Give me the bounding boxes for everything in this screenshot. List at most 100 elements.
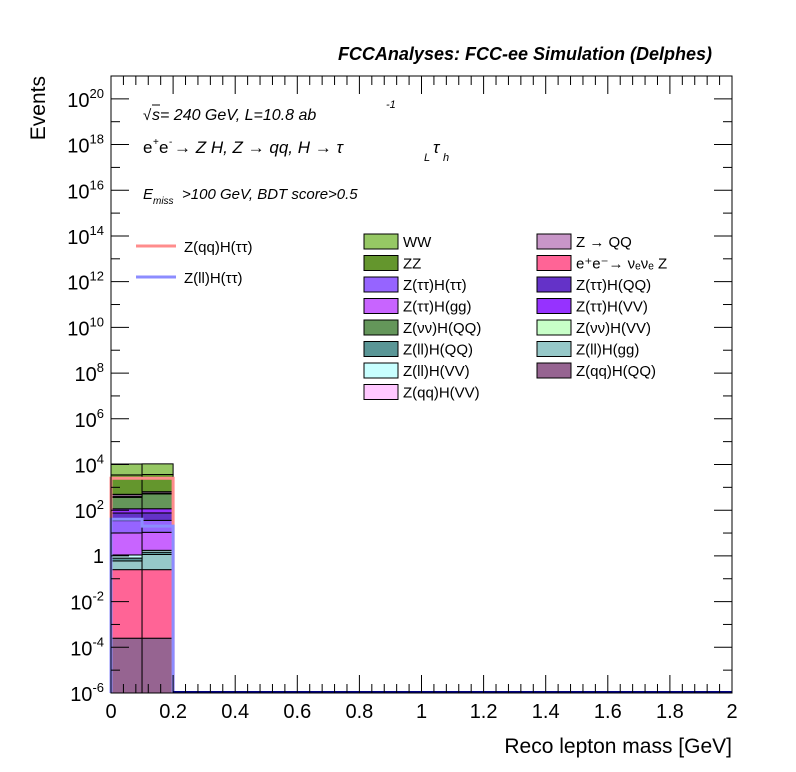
bar-2-bin-0 bbox=[110, 560, 143, 571]
legend-label: Z(ττ)H(QQ) bbox=[576, 277, 651, 294]
y-tick-label: 10-6 bbox=[70, 680, 104, 706]
bar-2-bin-1 bbox=[141, 554, 174, 571]
y-tick-label: 1018 bbox=[67, 132, 104, 158]
y-axis-label: Events bbox=[27, 76, 50, 140]
legend-swatch-z-h-qq bbox=[536, 276, 572, 293]
legend-swatch-zz bbox=[363, 255, 399, 271]
x-tick-label: 0 bbox=[105, 701, 116, 723]
legend-swatch-z-qq-h-qq bbox=[536, 362, 572, 379]
process-minus: - bbox=[169, 137, 172, 148]
legend: Z(qq)H(ττ) Z(ll)H(ττ) WW ZZ Z(ττ)H(ττ) Z(ττ)H… bbox=[136, 233, 667, 402]
legend-label: Z(νν)H(QQ) bbox=[403, 320, 481, 337]
legend-swatch-z-qq bbox=[536, 233, 572, 250]
legend-label: Z(qq)H(QQ) bbox=[576, 363, 656, 380]
y-tick-label: 10-4 bbox=[70, 634, 104, 660]
process-plus: + bbox=[153, 137, 159, 148]
y-tick-label: 10-2 bbox=[70, 589, 104, 615]
x-tick-label: 2 bbox=[726, 701, 737, 723]
legend-label: Z(ll)H(ττ) bbox=[184, 270, 243, 287]
x-tick-label: 0.2 bbox=[159, 701, 187, 723]
legend-swatch-z-ll-h-vv bbox=[363, 362, 399, 379]
x-tick-label: 1.4 bbox=[532, 701, 560, 723]
x-tick-label: 0.8 bbox=[345, 701, 373, 723]
y-tick-label: 108 bbox=[75, 360, 104, 386]
y-tick-labels: 1020 1018 1016 1014 1012 1010 108 106 104 102 1 10-… bbox=[67, 86, 104, 706]
legend-label: Z(qq)H(VV) bbox=[403, 385, 480, 402]
sqrt-symbol: √ bbox=[143, 107, 152, 124]
legend-label: WW bbox=[403, 234, 432, 251]
y-tick-label: 1010 bbox=[67, 314, 104, 340]
bar-5-bin-0 bbox=[110, 532, 143, 556]
legend-label: Z(ll)H(gg) bbox=[576, 342, 639, 359]
legend-label: Z(ττ)H(gg) bbox=[403, 299, 472, 316]
x-tick-label: 1.2 bbox=[470, 701, 498, 723]
legend-swatch-z-qq-h-vv bbox=[363, 384, 399, 400]
y-tick-label: 1016 bbox=[67, 177, 104, 203]
y-tick-label: 1014 bbox=[67, 223, 104, 249]
sqrt-s: s bbox=[152, 107, 160, 124]
signal-lines bbox=[109, 476, 732, 693]
annotation-energy-lumi: √ s = 240 GeV, L=10.8 ab -1 bbox=[143, 99, 396, 124]
y-tick-label: 1 bbox=[93, 546, 104, 568]
tau-l-sub: L bbox=[424, 152, 430, 164]
bar-14-bin-1 bbox=[141, 463, 174, 475]
cut-sub: miss bbox=[153, 196, 174, 207]
lumi-exponent: -1 bbox=[386, 99, 396, 111]
tau-h-sub: h bbox=[443, 152, 449, 164]
bar-0-bin-1 bbox=[141, 637, 174, 694]
legend-label: Z(ll)H(QQ) bbox=[403, 342, 473, 359]
legend-label: Z(ll)H(VV) bbox=[403, 363, 470, 380]
bar-9-bin-0 bbox=[110, 496, 143, 510]
legend-swatch-z-ll-h-gg bbox=[536, 341, 572, 357]
cut-e: E bbox=[143, 186, 154, 203]
legend-swatch-z-h-gg bbox=[363, 298, 399, 314]
bar-9-bin-1 bbox=[141, 493, 174, 510]
y-tick-label: 1012 bbox=[67, 269, 104, 295]
legend-label: Z(ττ)H(ττ) bbox=[403, 277, 467, 294]
y-tick-label: 106 bbox=[75, 406, 104, 432]
legend-swatch-z-h bbox=[363, 276, 399, 293]
energy-lumi-text: = 240 GeV, L=10.8 ab bbox=[160, 107, 316, 124]
x-tick-label: 1.8 bbox=[656, 701, 684, 723]
bar-5-bin-1 bbox=[141, 531, 174, 551]
annotation-process: e + e - → Z H, Z → qq, H → τ L τ h bbox=[143, 137, 449, 164]
legend-label: Z(ττ)H(VV) bbox=[576, 299, 648, 316]
legend-label: ZZ bbox=[403, 256, 421, 273]
legend-swatch-z-ll-h-qq bbox=[363, 341, 399, 357]
process-e1: e bbox=[143, 138, 152, 157]
bar-8-bin-1 bbox=[141, 508, 174, 514]
x-tick-label: 0.4 bbox=[221, 701, 249, 723]
x-tick-label: 1.6 bbox=[594, 701, 622, 723]
x-tick-label: 1 bbox=[416, 701, 427, 723]
legend-swatch-z-h-vv bbox=[536, 319, 572, 336]
bar-6-bin-0 bbox=[110, 520, 143, 534]
bar-1-bin-0 bbox=[110, 569, 143, 639]
legend-swatch-ww bbox=[363, 233, 399, 250]
legend-label: Z → QQ bbox=[576, 234, 632, 251]
y-tick-label: 104 bbox=[75, 451, 104, 477]
annotation-cuts: E miss >100 GeV, BDT score>0.5 bbox=[143, 186, 358, 207]
chart-title: FCCAnalyses: FCC-ee Simulation (Delphes) bbox=[338, 44, 712, 64]
bar-0-bin-0 bbox=[110, 637, 143, 694]
y-tick-label: 1020 bbox=[67, 86, 104, 112]
legend-label: Z(νν)H(VV) bbox=[576, 320, 651, 337]
tau-h: τ bbox=[433, 138, 441, 157]
legend-label: Z(qq)H(ττ) bbox=[184, 239, 253, 256]
bar-14-bin-0 bbox=[110, 463, 143, 476]
x-tick-labels: 0 0.2 0.4 0.6 0.8 1 1.2 1.4 1.6 1.8 2 bbox=[105, 701, 737, 723]
bar-7-bin-1 bbox=[141, 512, 174, 521]
legend-swatch-e-e-z bbox=[536, 255, 572, 271]
x-tick-label: 0.6 bbox=[283, 701, 311, 723]
legend-swatch-z-h-qq bbox=[363, 319, 399, 336]
stacked-bars bbox=[110, 463, 174, 694]
x-axis-label: Reco lepton mass [GeV] bbox=[504, 735, 732, 758]
axis-ticks bbox=[110, 75, 733, 694]
legend-label: e⁺e⁻→ νₑνₑ Z bbox=[576, 256, 667, 273]
bar-8-bin-0 bbox=[110, 508, 143, 514]
process-text: → Z H, Z → qq, H → τ bbox=[174, 138, 344, 157]
cut-text: >100 GeV, BDT score>0.5 bbox=[182, 186, 358, 203]
legend-swatch-z-h-vv bbox=[536, 298, 572, 314]
bar-1-bin-1 bbox=[141, 569, 174, 639]
y-tick-label: 102 bbox=[75, 497, 104, 523]
